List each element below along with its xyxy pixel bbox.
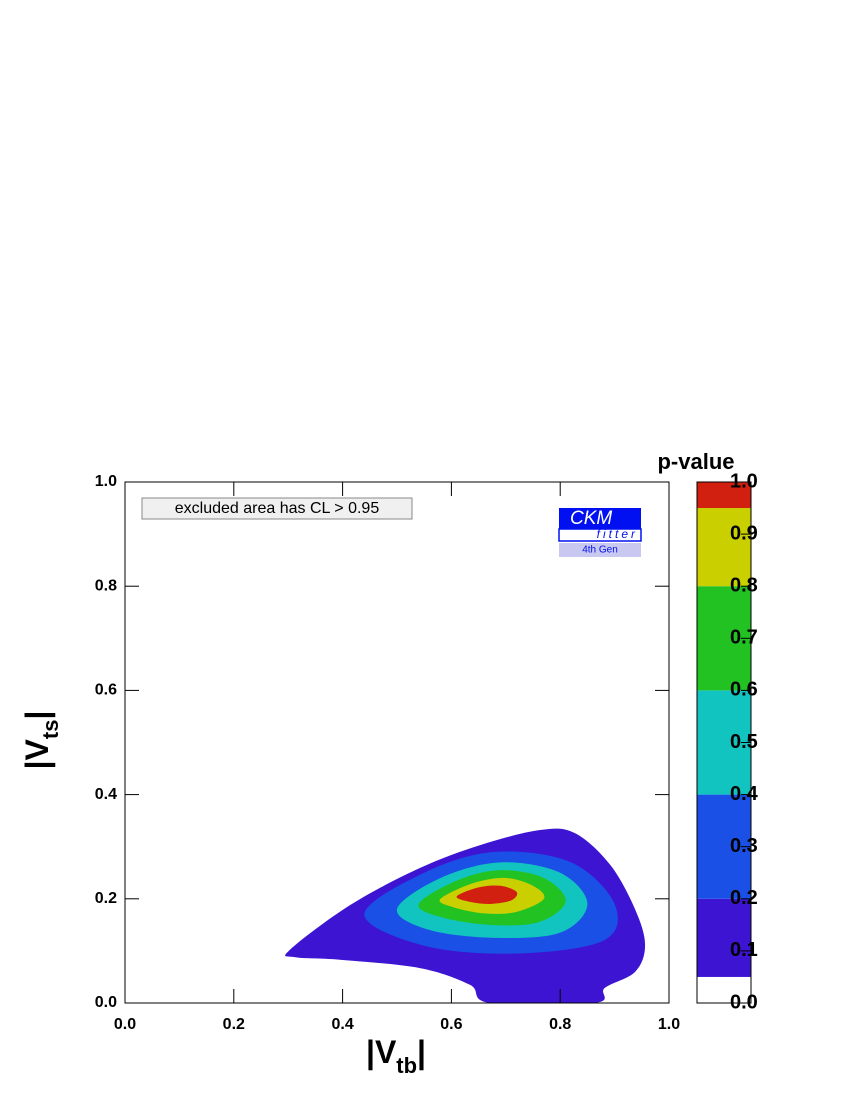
logo-sub: 4th Gen	[582, 545, 618, 556]
colorbar: 0.0 0.1 0.2 0.3 0.4 0.5 0.6 0.7 0.8 0.9 1.0	[696, 470, 759, 1013]
colorbar-tick-label: 0.4	[730, 783, 759, 805]
colorbar-tick-label: 0.3	[730, 835, 758, 857]
colorbar-tick-label: 0.9	[730, 522, 758, 544]
y-tick-label: 0.8	[95, 577, 117, 594]
logo-bottom: fitter	[597, 527, 638, 541]
colorbar-band	[697, 898, 751, 977]
y-tick-label: 0.0	[95, 994, 117, 1011]
x-tick-label: 0.8	[549, 1016, 571, 1033]
annotation: excluded area has CL > 0.95	[175, 500, 380, 517]
y-tick-label: 1.0	[95, 473, 117, 490]
logo-top: CKM	[570, 508, 612, 529]
colorbar-tick-label: 0.2	[730, 887, 758, 909]
x-tick-label: 1.0	[658, 1016, 680, 1033]
y-tick-label: 0.4	[95, 786, 117, 803]
annotation-box	[141, 497, 413, 520]
x-axis-label: |Vtb|	[366, 1034, 426, 1077]
contour-region	[456, 885, 518, 905]
colorbar-title: p-value	[657, 449, 734, 474]
colorbar-tick-label: 0.8	[730, 574, 758, 596]
contour-plot	[285, 828, 646, 1003]
colorbar-band	[697, 482, 751, 509]
colorbar-band	[697, 508, 751, 587]
x-tick-label: 0.0	[114, 1016, 136, 1033]
colorbar-tick-label: 0.0	[730, 991, 758, 1013]
x-tick-label: 0.4	[331, 1016, 353, 1033]
colorbar-tick-label: 0.1	[730, 939, 758, 961]
y-axis-label: |Vts|	[19, 711, 62, 770]
plot-frame	[124, 481, 670, 1004]
y-tick-label: 0.2	[95, 890, 117, 907]
colorbar-tick-label: 0.7	[730, 627, 758, 649]
logo-box	[559, 508, 641, 529]
logo-band	[558, 528, 642, 542]
x-tick-label: 0.2	[223, 1016, 245, 1033]
colorbar-tick-label: 1.0	[730, 470, 758, 492]
logo-sub-box	[559, 543, 641, 557]
y-tick-label: 0.6	[95, 682, 117, 699]
x-tick-label: 0.6	[440, 1016, 462, 1033]
colorbar-tick-label: 0.5	[730, 731, 758, 753]
colorbar-tick-label: 0.6	[730, 679, 758, 701]
